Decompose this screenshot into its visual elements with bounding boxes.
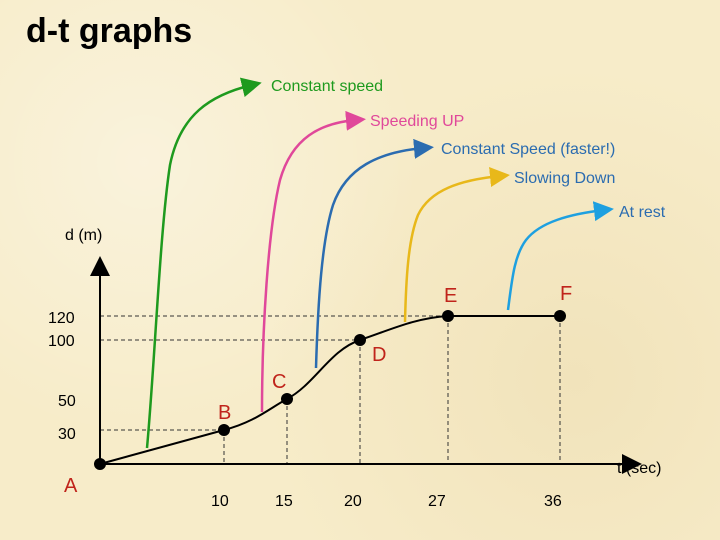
- x-tick-label: 20: [344, 493, 362, 510]
- arrow-slowing-down: [403, 167, 510, 323]
- point-c-marker: [281, 393, 293, 405]
- x-tick-label: 36: [544, 493, 562, 510]
- y-tick-label: 120: [48, 310, 75, 327]
- arrow-speeding-up: [260, 110, 366, 413]
- guide-lines: [100, 315, 561, 464]
- point-e-label: E: [444, 285, 457, 307]
- annotation-constant-speed-faster: Constant Speed (faster!): [441, 141, 615, 158]
- point-f-marker: [554, 310, 566, 322]
- dt-curve: [99, 315, 560, 465]
- y-axis-label: d (m): [65, 227, 102, 244]
- point-c-label: C: [272, 371, 286, 393]
- page-title: d-t graphs: [26, 12, 193, 50]
- point-d-label: D: [372, 344, 386, 366]
- point-f-label: F: [560, 283, 572, 305]
- point-a-label: A: [64, 475, 78, 497]
- annotation-slowing-down: Slowing Down: [514, 170, 615, 187]
- annotation-at-rest: At rest: [619, 204, 666, 221]
- x-tick-label: 10: [211, 493, 229, 510]
- point-a-marker: [94, 458, 106, 470]
- arrow-constant-speed-faster: [314, 138, 434, 369]
- annotation-constant-speed: Constant speed: [271, 78, 383, 95]
- x-tick-label: 15: [275, 493, 293, 510]
- point-e-marker: [442, 310, 454, 322]
- point-b-marker: [218, 424, 230, 436]
- arrow-at-rest: [506, 201, 614, 311]
- point-b-label: B: [218, 402, 231, 424]
- arrow-constant-speed: [145, 77, 262, 449]
- point-d-marker: [354, 334, 366, 346]
- x-tick-label: 27: [428, 493, 446, 510]
- x-axis-label: t (sec): [617, 460, 661, 477]
- annotation-speeding-up: Speeding UP: [370, 113, 464, 130]
- y-tick-label: 50: [58, 393, 76, 410]
- y-tick-label: 30: [58, 426, 76, 443]
- y-tick-label: 100: [48, 333, 75, 350]
